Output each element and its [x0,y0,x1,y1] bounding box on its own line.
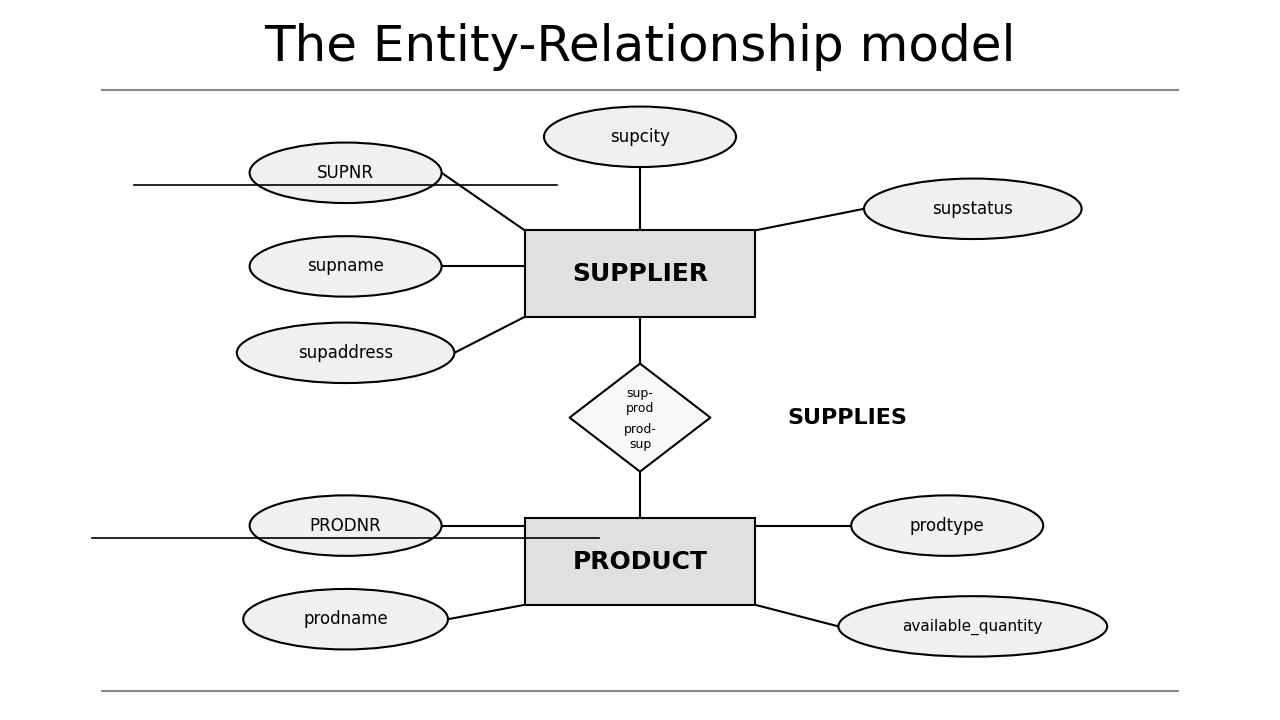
Ellipse shape [544,107,736,167]
Text: supname: supname [307,258,384,276]
Text: SUPNR: SUPNR [317,164,374,182]
Text: SUPPLIES: SUPPLIES [787,408,908,428]
FancyBboxPatch shape [525,230,755,317]
Text: available_quantity: available_quantity [902,618,1043,634]
Text: supcity: supcity [611,128,669,145]
FancyBboxPatch shape [525,518,755,605]
Text: SUPPLIER: SUPPLIER [572,261,708,286]
Text: PRODUCT: PRODUCT [572,549,708,574]
Ellipse shape [237,323,454,383]
Ellipse shape [838,596,1107,657]
Ellipse shape [851,495,1043,556]
Text: supstatus: supstatus [932,200,1014,218]
Ellipse shape [250,143,442,203]
Ellipse shape [250,236,442,297]
Text: supaddress: supaddress [298,344,393,362]
Text: prodtype: prodtype [910,517,984,534]
Polygon shape [570,364,710,472]
Ellipse shape [864,179,1082,239]
Ellipse shape [243,589,448,649]
Text: prod-
sup: prod- sup [623,423,657,451]
Text: sup-
prod: sup- prod [626,387,654,415]
Ellipse shape [250,495,442,556]
Text: The Entity-Relationship model: The Entity-Relationship model [264,23,1016,71]
Text: prodname: prodname [303,611,388,628]
Text: PRODNR: PRODNR [310,517,381,534]
